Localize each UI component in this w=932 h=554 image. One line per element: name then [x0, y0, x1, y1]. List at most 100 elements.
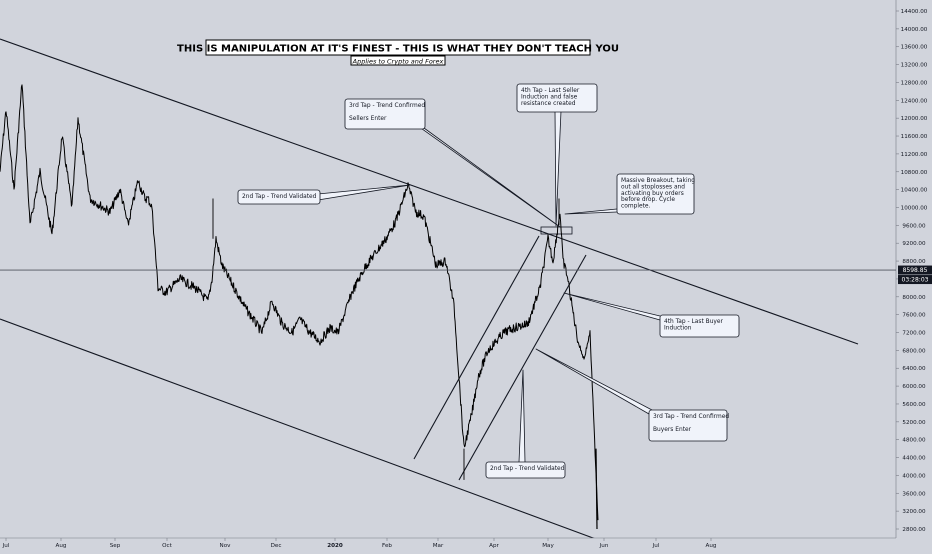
y-tick-label: 13600.00 — [901, 45, 928, 51]
current-price-tag — [898, 265, 932, 275]
y-tick-label: 14000.00 — [901, 27, 928, 33]
callout-text: complete. — [621, 204, 651, 210]
callout-text: 2nd Tap - Trend Validated — [242, 194, 317, 200]
callout-text: Induction — [664, 325, 692, 331]
x-tick-label: 2020 — [327, 543, 343, 549]
callout-pointer — [564, 208, 618, 215]
x-tick-label: Sep — [110, 543, 121, 549]
chart-subtitle: Applies to Crypto and Forex — [352, 57, 444, 65]
callout-text: 4th Tap - Last Buyer — [664, 319, 724, 325]
callout-text: activating buy orders — [621, 191, 684, 197]
y-tick-label: 13200.00 — [901, 63, 928, 69]
callout-text: 3rd Tap - Trend Confirmed — [653, 414, 729, 420]
callout-box — [648, 409, 728, 442]
y-tick-label: 6400.00 — [902, 366, 926, 372]
x-tick-label: Jul — [652, 543, 660, 549]
y-tick-label: 9600.00 — [902, 223, 926, 229]
trendline — [0, 318, 613, 546]
y-tick-label: 8800.00 — [902, 259, 926, 265]
trendline — [413, 235, 540, 460]
countdown-label: 03:28:03 — [902, 277, 929, 284]
y-tick-label: 6000.00 — [902, 384, 926, 390]
y-tick-label: 3200.00 — [902, 509, 926, 515]
x-tick-label: Nov — [220, 543, 232, 549]
countdown-tag — [898, 275, 932, 285]
x-axis-ticks: Jul Aug Sep Oct Nov Dec 2020 Feb Mar Apr May Jun Jul… — [2, 538, 717, 549]
callout-pointer — [563, 292, 661, 321]
y-tick-label: 10000.00 — [901, 205, 928, 211]
y-tick-label: 4000.00 — [902, 473, 926, 479]
y-tick-label: 3600.00 — [902, 491, 926, 497]
callout-pointer — [535, 348, 653, 415]
y-tick-label: 9200.00 — [902, 241, 926, 247]
trendline — [458, 254, 587, 481]
x-tick-label: Dec — [271, 543, 282, 549]
price-series — [0, 84, 599, 530]
price-line-series — [0, 84, 599, 521]
callout-text: Sellers Enter — [349, 116, 387, 122]
annotation-2nd-tap-validated-bottom[interactable]: 2nd Tap - Trend Validated — [485, 369, 566, 479]
callout-text: Induction and false — [521, 94, 578, 100]
x-tick-label: Jun — [599, 543, 609, 549]
callout-text: resistance created — [521, 101, 576, 107]
annotations: 2nd Tap - Trend Validated 3rd Tap - Trend… — [237, 83, 740, 479]
y-tick-label: 7200.00 — [902, 331, 926, 337]
callout-text: Buyers Enter — [653, 427, 692, 433]
y-tick-label: 6800.00 — [902, 348, 926, 354]
annotation-2nd-tap-validated-top[interactable]: 2nd Tap - Trend Validated — [237, 184, 411, 205]
y-tick-label: 5200.00 — [902, 420, 926, 426]
y-tick-label: 8000.00 — [902, 295, 926, 301]
callout-pointer — [417, 125, 561, 228]
y-tick-label: 14400.00 — [901, 9, 928, 15]
chart-title: THIS IS MANIPULATION AT IT'S FINEST - TH… — [177, 44, 619, 55]
y-tick-label: 7600.00 — [902, 313, 926, 319]
callout-pointer — [317, 184, 411, 201]
y-tick-label: 11600.00 — [901, 134, 928, 140]
x-tick-label: Mar — [433, 543, 444, 549]
callout-text: 4th Tap - Last Seller — [521, 88, 580, 94]
x-tick-label: Aug — [706, 543, 717, 549]
title-box — [205, 39, 591, 56]
y-tick-label: 2800.00 — [902, 527, 926, 533]
y-tick-label: 4400.00 — [902, 456, 926, 462]
callout-text: out all stoplosses and — [621, 184, 685, 190]
y-tick-label: 12800.00 — [901, 80, 928, 86]
x-tick-label: Aug — [56, 543, 67, 549]
callout-pointer — [554, 110, 562, 227]
x-tick-label: Jul — [2, 543, 10, 549]
title-block: THIS IS MANIPULATION AT IT'S FINEST - TH… — [177, 39, 619, 66]
x-tick-label: May — [542, 543, 554, 549]
x-tick-label: Oct — [162, 543, 172, 549]
y-tick-label: 12000.00 — [901, 116, 928, 122]
y-tick-label: 10800.00 — [901, 170, 928, 176]
trendline — [0, 38, 859, 345]
callout-text: 2nd Tap - Trend Validated — [490, 466, 565, 472]
callout-text: before drop. Cycle — [621, 197, 675, 203]
y-tick-label: 5600.00 — [902, 402, 926, 408]
callout-text: Massive Breakout, taking — [621, 178, 695, 184]
y-tick-label: 11200.00 — [901, 152, 928, 158]
callout-pointer — [518, 369, 526, 463]
trendlines — [0, 38, 859, 546]
callout-box — [659, 314, 740, 338]
x-tick-label: Feb — [382, 543, 392, 549]
current-price-label: 8598.85 — [903, 267, 928, 274]
callout-box — [237, 189, 321, 205]
subtitle-box — [350, 55, 446, 66]
annotation-3rd-tap-sellers[interactable]: 3rd Tap - Trend Confirmed Sellers Enter — [344, 98, 561, 228]
x-tick-label: Apr — [489, 543, 499, 549]
annotation-3rd-tap-buyers[interactable]: 3rd Tap - Trend Confirmed Buyers Enter — [535, 348, 729, 442]
callout-box — [516, 83, 598, 113]
callout-box — [344, 98, 426, 130]
y-tick-label: 12400.00 — [901, 98, 928, 104]
price-tags: 8598.85 03:28:03 — [0, 265, 932, 285]
y-tick-label: 4800.00 — [902, 438, 926, 444]
callout-text: 3rd Tap - Trend Confirmed — [349, 103, 425, 109]
callout-box — [616, 173, 695, 215]
